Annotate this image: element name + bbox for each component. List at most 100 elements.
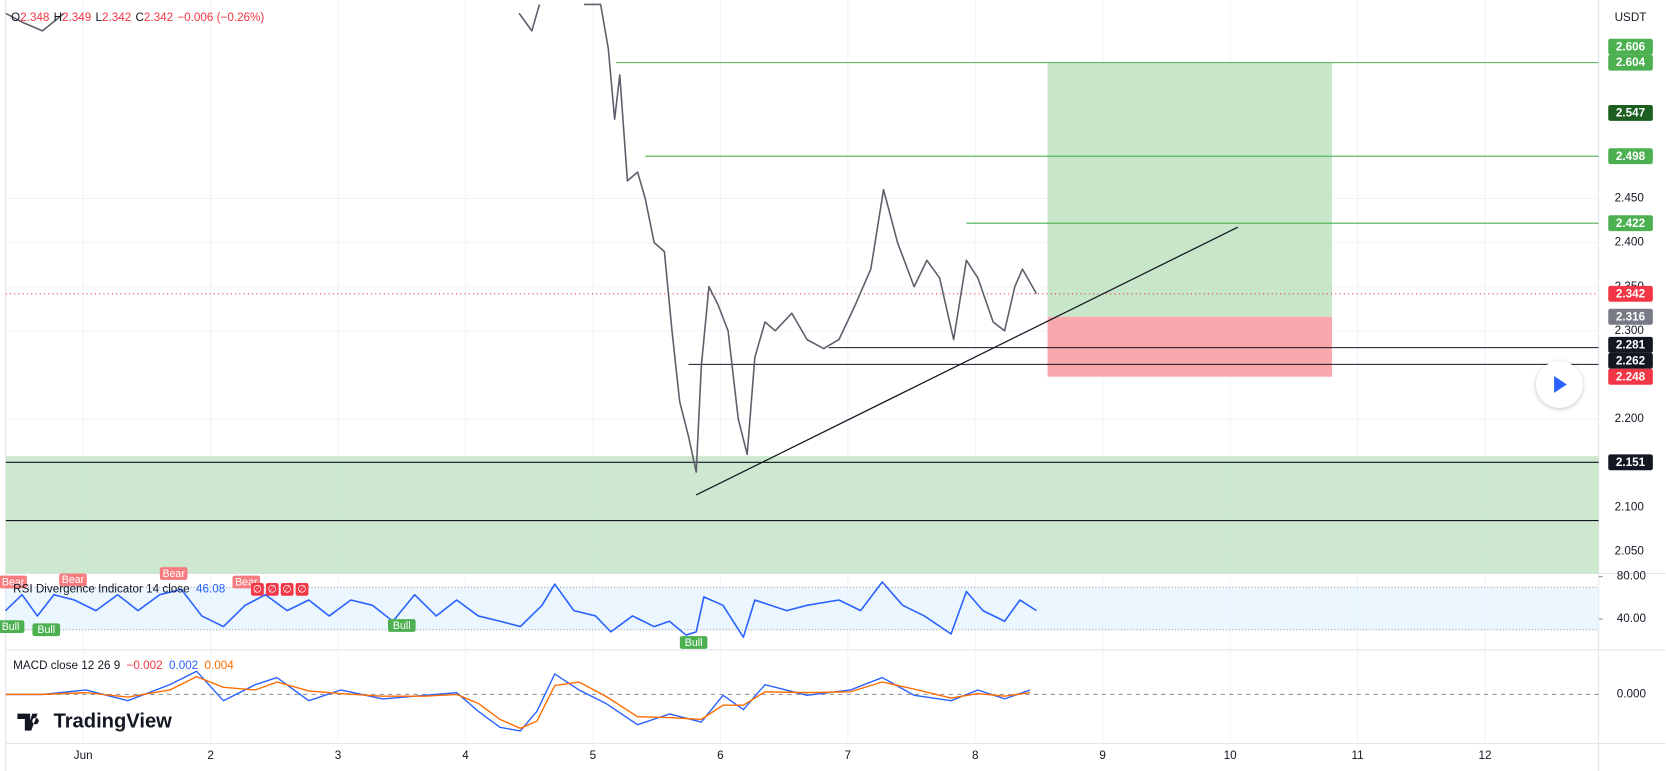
- rsi-signal-label: Bear: [2, 576, 25, 588]
- price-label: 2.422: [1616, 217, 1646, 230]
- x-tick-label: 8: [972, 749, 979, 762]
- ohlc-change: −0.006 (−0.26%): [177, 11, 264, 24]
- rsi-flag-box: [251, 583, 264, 596]
- ohlc-key: L: [95, 11, 102, 24]
- price-label: 2.342: [1616, 287, 1646, 300]
- price-label: 2.316: [1616, 310, 1646, 323]
- brand-logo: [17, 713, 39, 731]
- y-tick-label: 2.200: [1615, 412, 1645, 425]
- x-tick-label: 6: [717, 749, 723, 762]
- brand-name: TradingView: [54, 710, 173, 732]
- rsi-signal-box: [32, 623, 61, 637]
- rsi-title: RSI Divergence Indicator 14 close 46.08: [13, 582, 225, 595]
- price-label-box: [1608, 215, 1653, 232]
- x-tick-label: 11: [1352, 749, 1364, 762]
- price-label-box: [1608, 336, 1653, 353]
- price-label: 2.248: [1616, 370, 1646, 383]
- y-tick-label: 2.450: [1615, 192, 1645, 205]
- ohlc-value: 2.348: [20, 11, 49, 24]
- ohlc-key: H: [54, 11, 62, 24]
- price-label-box: [1608, 148, 1653, 165]
- rsi-signal-box: [59, 573, 87, 587]
- play-icon[interactable]: [1554, 375, 1567, 393]
- price-label-box: [1608, 285, 1653, 302]
- macd-value: 0.002: [169, 659, 198, 672]
- price-label: 2.262: [1616, 354, 1646, 367]
- rsi-flag: ∅: [268, 584, 277, 596]
- price-label-box: [1608, 308, 1653, 325]
- rsi-signal-box: [679, 636, 708, 649]
- ohlc-value: 2.349: [62, 11, 91, 24]
- rsi-tick-label: 40.00: [1617, 612, 1647, 625]
- ohlc-header: O2.348 H2.349 L2.342 C2.342 −0.006 (−0.26%): [11, 11, 264, 24]
- rsi-signal-box: [159, 567, 188, 580]
- rsi-signal-label: Bear: [62, 574, 85, 586]
- x-tick-label: 4: [462, 749, 469, 762]
- price-label: 2.281: [1616, 338, 1646, 351]
- play-button[interactable]: [1536, 361, 1583, 408]
- rsi-flag-box: [265, 583, 279, 596]
- macd-value: −0.002: [127, 659, 163, 672]
- position-profit: [1047, 62, 1333, 317]
- x-tick-label: 7: [845, 749, 852, 762]
- ohlc-key: O: [11, 11, 20, 24]
- macd-tick-label: 0.000: [1617, 688, 1647, 701]
- y-tick-label: 2.100: [1615, 500, 1645, 513]
- position-loss: [1047, 316, 1333, 377]
- ohlc-value: 2.342: [102, 11, 131, 24]
- rsi-flag: ∅: [297, 584, 306, 596]
- x-tick-label: 2: [207, 749, 214, 762]
- rsi-value: 46.08: [196, 582, 225, 595]
- x-tick-label: 5: [590, 749, 597, 762]
- x-tick-label: 10: [1224, 749, 1237, 762]
- rsi-flag-box: [280, 583, 294, 596]
- price-label-box: [1608, 352, 1653, 369]
- macd-line: [5, 670, 1031, 732]
- rsi-signal-box: [0, 575, 27, 589]
- x-tick-label: Jun: [74, 749, 93, 762]
- price-label: 2.151: [1616, 456, 1646, 469]
- currency: USDT: [1615, 11, 1647, 24]
- rsi-band: [5, 587, 1599, 630]
- macd-line: [5, 675, 1031, 729]
- rsi-signal-box: [387, 619, 416, 632]
- price-label: 2.604: [1616, 56, 1646, 69]
- rsi-signal-box: [0, 620, 25, 633]
- rsi-signal-label: Bear: [162, 568, 185, 580]
- ohlc-key: C: [135, 11, 143, 24]
- macd-title-text: MACD close 12 26 9: [13, 659, 120, 672]
- price-label: 2.498: [1616, 150, 1646, 163]
- x-tick-label: 9: [1099, 749, 1106, 762]
- support-zone: [5, 456, 1599, 574]
- rsi-flag: ∅: [283, 584, 292, 596]
- rsi-flag: ∅: [253, 584, 262, 596]
- price-label: 2.606: [1616, 40, 1646, 53]
- trendline: [695, 226, 1239, 496]
- rsi-title-text: RSI Divergence Indicator 14 close: [13, 582, 189, 595]
- macd-title: MACD close 12 26 9 −0.002 0.002 0.004: [13, 659, 234, 672]
- price-label-box: [1608, 104, 1653, 121]
- rsi-tick-label: 80.00: [1617, 570, 1647, 583]
- brand: TradingView: [17, 710, 172, 732]
- rsi-signal-label: Bull: [393, 620, 411, 632]
- rsi-flag-box: [295, 583, 309, 596]
- price-label-box: [1608, 368, 1653, 385]
- rsi-signal-label: Bull: [685, 637, 703, 649]
- rsi-signal-label: Bull: [37, 624, 55, 636]
- rsi-signal-label: Bull: [2, 621, 20, 633]
- macd-value: 0.004: [205, 659, 235, 672]
- y-tick-label: 2.050: [1615, 544, 1645, 557]
- y-tick-label: 2.400: [1615, 236, 1645, 249]
- y-tick-label: 2.300: [1615, 324, 1645, 337]
- rsi-line: [4, 581, 1037, 638]
- x-tick-label: 3: [335, 749, 342, 762]
- ohlc-value: 2.342: [144, 11, 173, 24]
- price-label-box: [1608, 454, 1653, 471]
- price-label-box: [1608, 38, 1653, 55]
- price-line: [5, 3, 1038, 473]
- price-label: 2.547: [1616, 107, 1645, 120]
- price-label-box: [1608, 54, 1653, 71]
